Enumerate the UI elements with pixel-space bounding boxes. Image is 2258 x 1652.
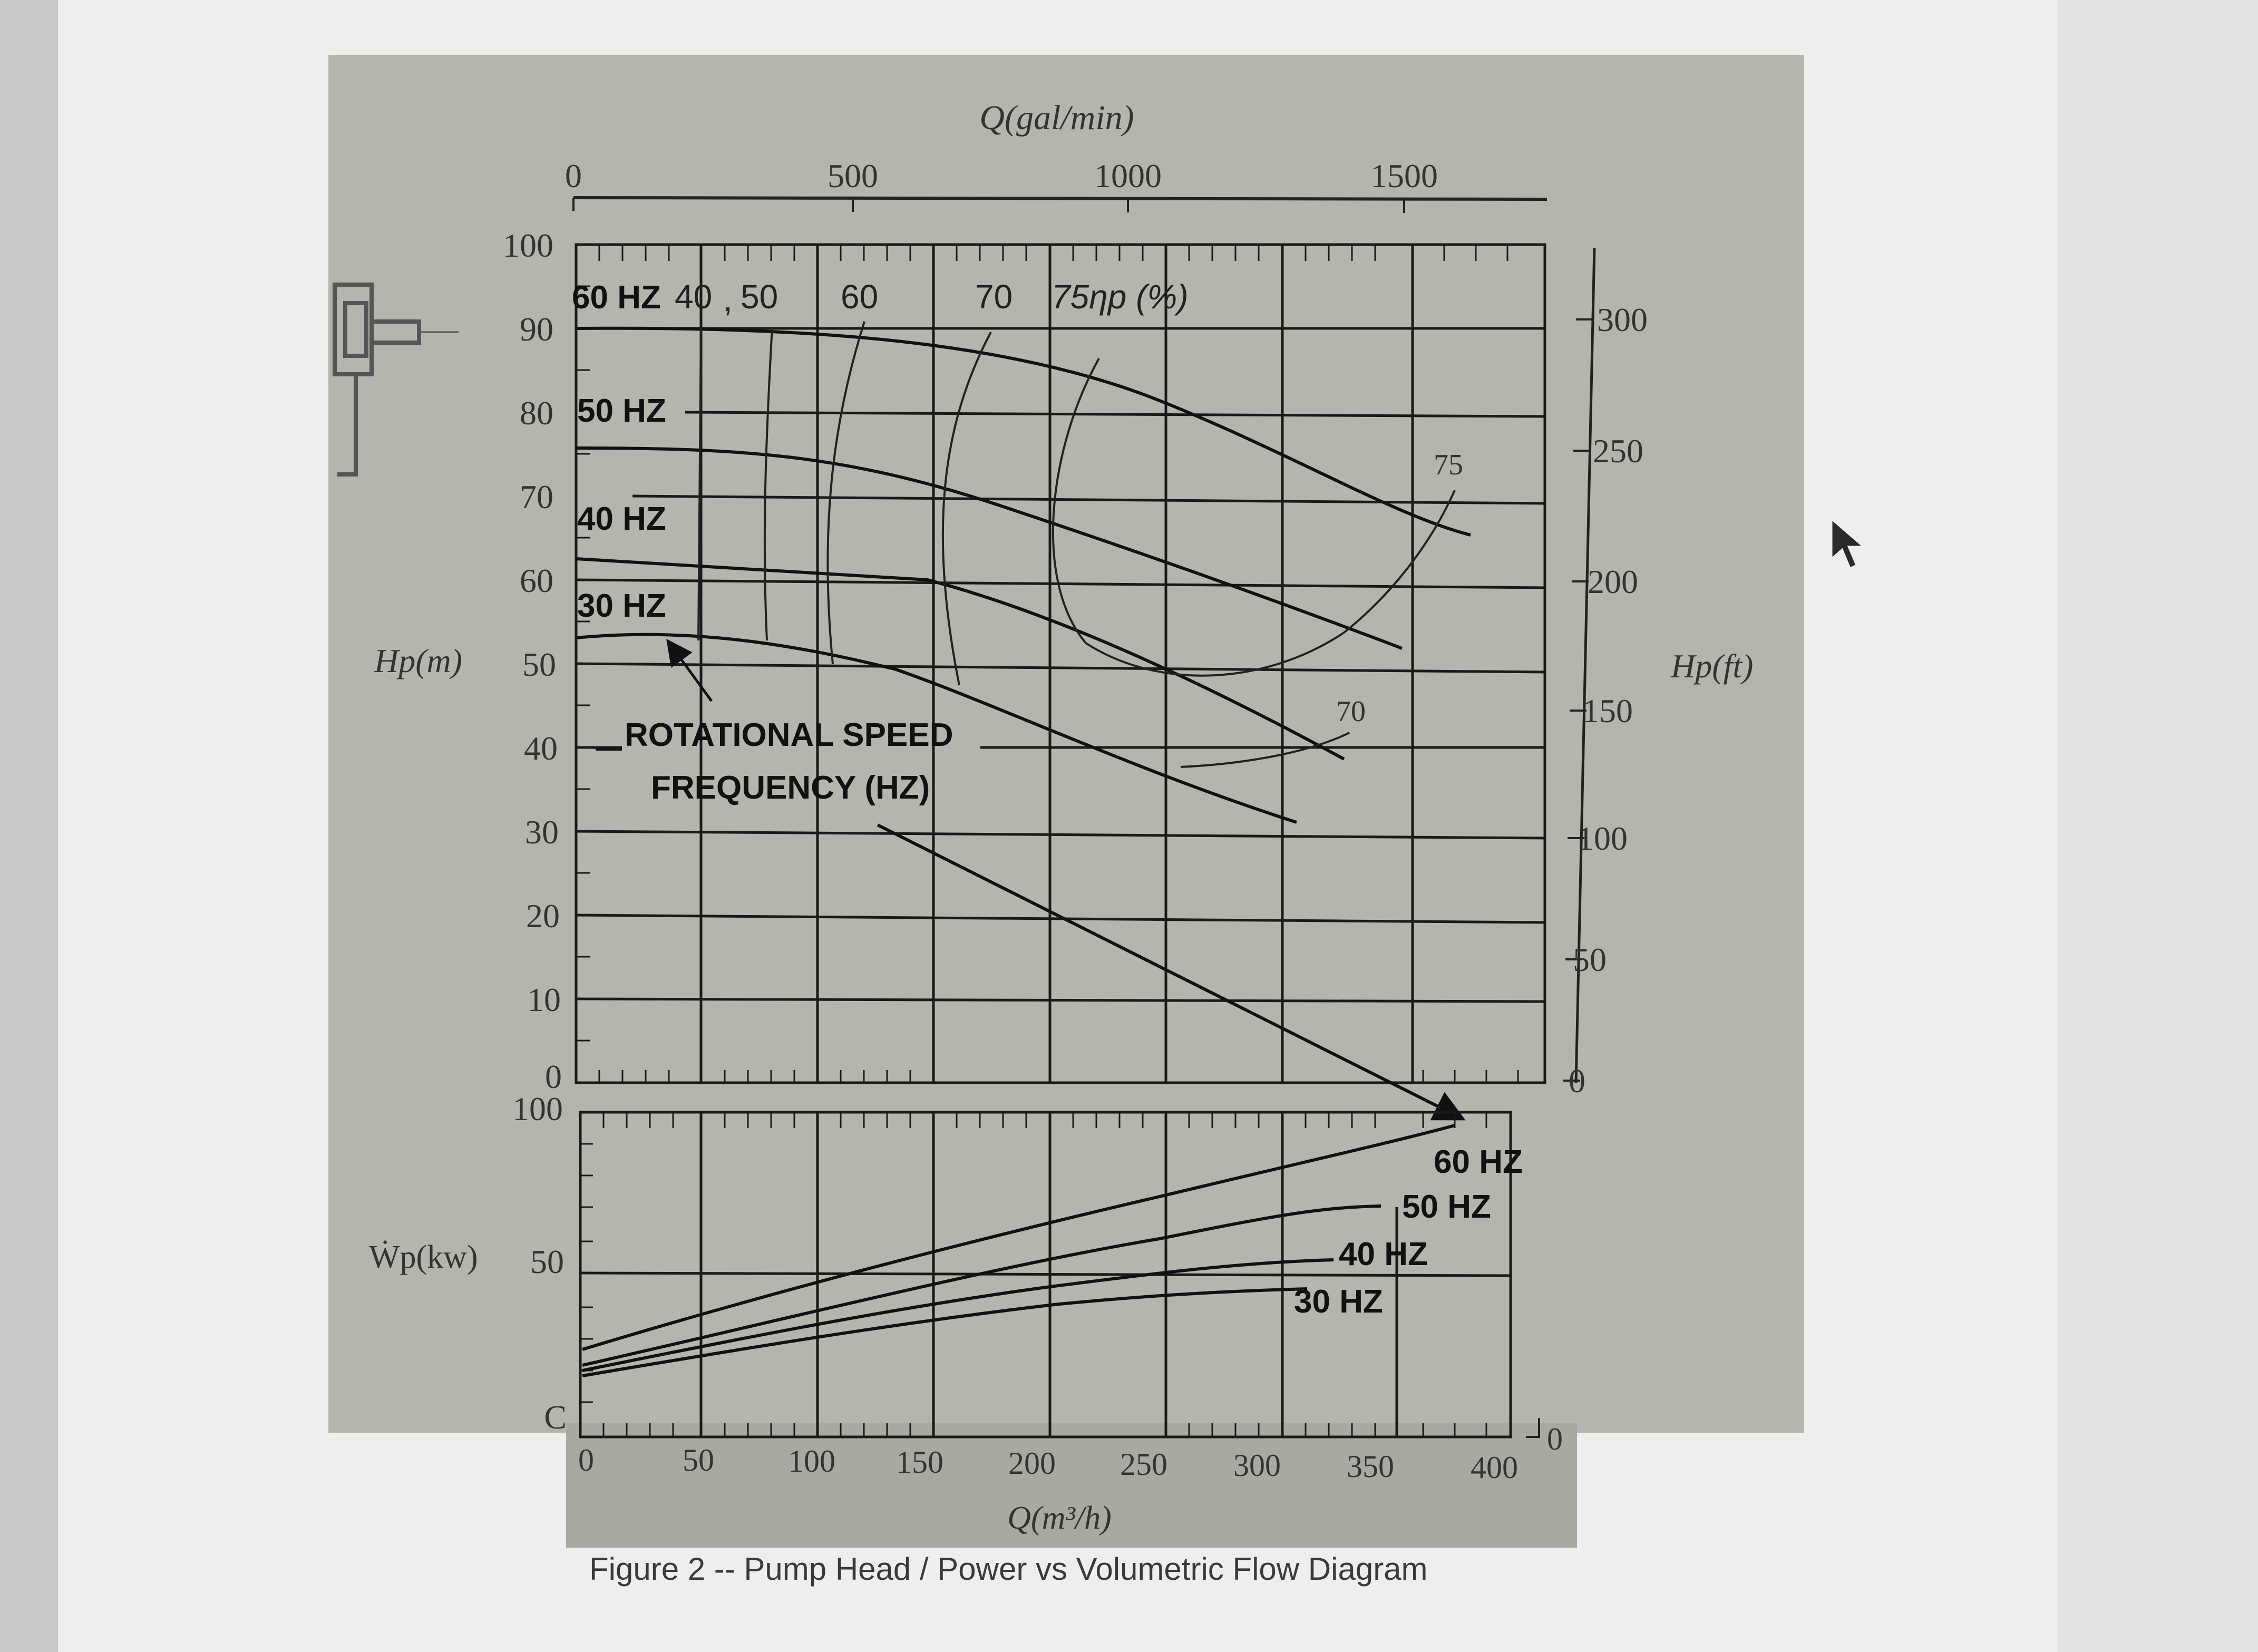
ft-tick-250: 250 [1593,432,1643,470]
power-curve-50hz [582,1204,1381,1367]
head-tick-40: 40 [524,730,558,767]
bottom-tick-250: 250 [1120,1447,1167,1482]
power-tick-0: C [544,1398,567,1436]
annotation-frequency: FREQUENCY (HZ) [651,770,930,806]
eff-contour-50 [763,326,773,641]
ft-tick-200: 200 [1588,563,1638,600]
eff-label-75-right: 75 [1434,449,1463,481]
pump-icon [333,283,459,477]
eff-label-40: 40 [675,278,712,316]
bottom-tick-0: 0 [578,1443,594,1478]
left-axis-head-label: Hp(m) [374,642,462,679]
head-tick-30: 30 [525,813,559,851]
eff-label-comma: , [723,280,733,318]
top-tick-1500: 1500 [1370,157,1438,195]
power-right-zero: 0 [1547,1422,1563,1456]
right-axis-head-label: Hp(ft) [1670,647,1753,685]
head-tick-50: 50 [522,646,556,683]
power-label-50hz: 50 HZ [1402,1189,1491,1225]
eff-label-70-right: 70 [1336,695,1366,728]
bottom-tick-150: 150 [896,1445,943,1480]
eff-header-label: 75ηp (%) [1052,278,1189,316]
head-tick-100: 100 [503,227,553,264]
head-tick-20: 20 [526,897,560,935]
top-axis-title: Q(gal/min) [979,99,1134,137]
power-tick-50: 50 [530,1243,564,1280]
power-curve-60hz [582,1124,1455,1351]
ft-tick-100: 100 [1577,820,1628,857]
head-tick-80: 80 [520,394,553,432]
head-tick-60: 60 [520,562,553,599]
figure-image-bottom [566,1423,1577,1548]
head-label-30hz: 30 HZ [577,588,666,624]
head-label-40hz: 40 HZ [577,501,666,537]
annotation-rotational-speed: ROTATIONAL SPEED [625,717,953,753]
eff-contour-70-right [1180,732,1350,768]
mouse-cursor-icon [1831,517,1866,570]
head-tick-10: 10 [527,981,561,1018]
power-curve-30hz [582,1287,1308,1377]
head-tick-0: 0 [545,1058,562,1095]
head-curve-50hz [576,446,1403,650]
head-tick-70: 70 [520,478,553,516]
head-curve-60hz [576,326,1471,537]
bottom-tick-100: 100 [788,1444,835,1479]
right-ft-axis: 300 250 200 150 100 50 0 Hp(ft) [1563,247,1753,1100]
bottom-tick-350: 350 [1347,1449,1394,1484]
eff-contour-40 [697,326,702,641]
figure-caption: Figure 2 -- Pump Head / Power vs Volumet… [589,1551,1428,1587]
eff-label-70: 70 [975,278,1013,316]
eff-contour-70 [941,332,992,686]
bottom-tick-50: 50 [683,1443,714,1478]
top-tick-1000: 1000 [1094,157,1162,195]
head-label-50hz: 50 HZ [577,393,666,429]
ft-tick-150: 150 [1582,692,1633,730]
bottom-tick-300: 300 [1233,1448,1281,1483]
eff-contour-75 [1052,358,1456,677]
power-label-60hz: 60 HZ [1434,1144,1523,1180]
eff-label-60: 60 [841,278,878,316]
power-curve-40hz [582,1258,1334,1372]
power-label-30hz: 30 HZ [1294,1284,1383,1320]
power-chart: 0 60 HZ 50 HZ 40 HZ 30 HZ 100 50 C Ẇp(kw… [369,1090,1563,1536]
figure-image [328,55,1804,1433]
power-label-40hz: 40 HZ [1339,1236,1428,1272]
annotation-arrow [877,823,1466,1121]
top-tick-0: 0 [565,157,582,195]
head-curve-30hz [576,633,1297,824]
bottom-axis-title: Q(m³/h) [1007,1500,1112,1536]
head-chart: 100 90 80 70 60 50 40 30 20 10 0 Hp(m) 3… [374,227,1753,1121]
bottom-tick-400: 400 [1471,1450,1518,1485]
monitor-bezel-left [0,0,58,1652]
ft-tick-300: 300 [1597,301,1648,338]
head-tick-90: 90 [520,310,553,348]
monitor-bezel-right [2058,0,2258,1652]
ft-tick-0: 0 [1569,1062,1585,1100]
eff-label-50: 50 [741,278,778,316]
top-tick-500: 500 [828,157,878,195]
ft-tick-50: 50 [1573,941,1607,978]
power-tick-100: 100 [512,1090,563,1128]
eff-contour-60 [826,321,865,665]
bottom-tick-200: 200 [1008,1446,1056,1481]
top-axis: 0 500 1000 1500 Q(gal/min) [565,99,1547,213]
head-curve-40hz [576,557,1345,761]
left-axis-power-label: Ẇp(kw) [369,1239,478,1275]
head-label-60hz: 60 HZ [572,279,661,316]
